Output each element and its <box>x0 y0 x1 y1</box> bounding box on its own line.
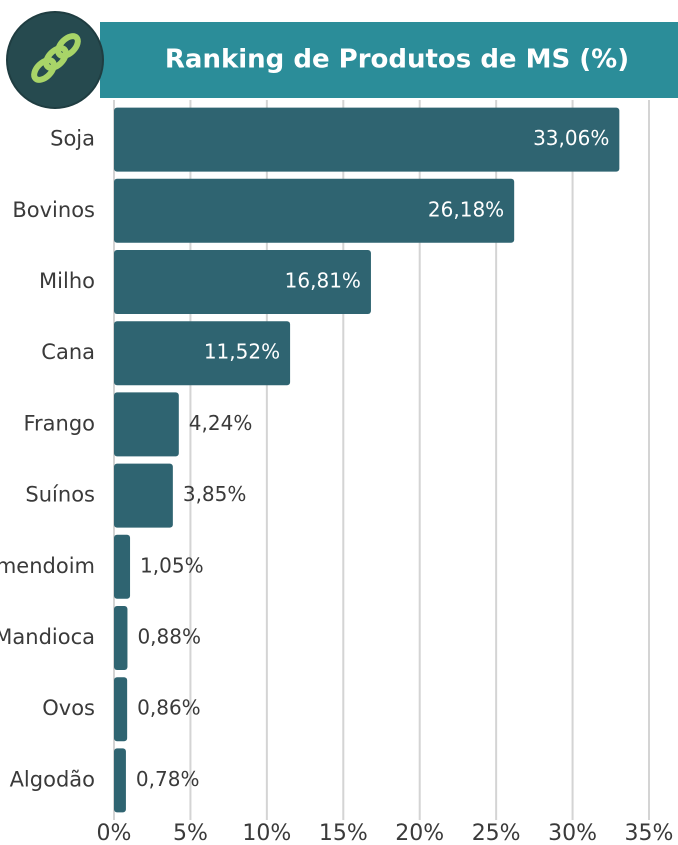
value-label: 0,78% <box>136 767 200 791</box>
category-label: Milho <box>39 269 95 293</box>
chart-title: Ranking de Produtos de MS (%) <box>165 45 629 75</box>
value-label: 1,05% <box>140 553 204 577</box>
category-label: Cana <box>41 340 95 364</box>
bar <box>114 463 173 528</box>
x-tick-label: 0% <box>97 821 132 845</box>
category-label: Amendoim <box>0 554 95 578</box>
value-label: 3,85% <box>183 482 247 506</box>
bar <box>114 392 179 457</box>
bar <box>114 534 131 599</box>
bar <box>114 321 291 386</box>
x-tick-label: 30% <box>548 821 597 845</box>
category-label: Bovinos <box>12 198 95 222</box>
category-label: Soja <box>50 127 95 151</box>
category-label: Suínos <box>25 483 95 507</box>
value-label: 4,24% <box>189 411 253 435</box>
bar <box>114 748 126 813</box>
bar <box>114 178 515 243</box>
value-label: 0,86% <box>137 696 201 720</box>
category-label: Ovos <box>42 696 95 720</box>
value-label: 16,81% <box>285 269 361 293</box>
x-tick-label: 20% <box>395 821 444 845</box>
bar <box>114 250 371 314</box>
x-tick-label: 10% <box>242 821 291 845</box>
x-tick-label: 15% <box>319 821 368 845</box>
category-label: Frango <box>23 411 95 435</box>
value-label: 33,06% <box>533 126 609 150</box>
value-label: 11,52% <box>204 340 280 364</box>
bar <box>114 677 128 742</box>
logo <box>6 11 104 109</box>
value-label: 0,88% <box>137 625 201 649</box>
value-label: 26,18% <box>428 197 504 221</box>
category-label: Mandioca <box>0 625 95 649</box>
bar <box>114 606 128 670</box>
title-band <box>100 22 678 98</box>
category-label: Algodão <box>10 767 95 791</box>
x-tick-label: 35% <box>625 821 674 845</box>
bar <box>114 107 620 172</box>
x-tick-label: 25% <box>472 821 521 845</box>
x-tick-label: 5% <box>173 821 208 845</box>
